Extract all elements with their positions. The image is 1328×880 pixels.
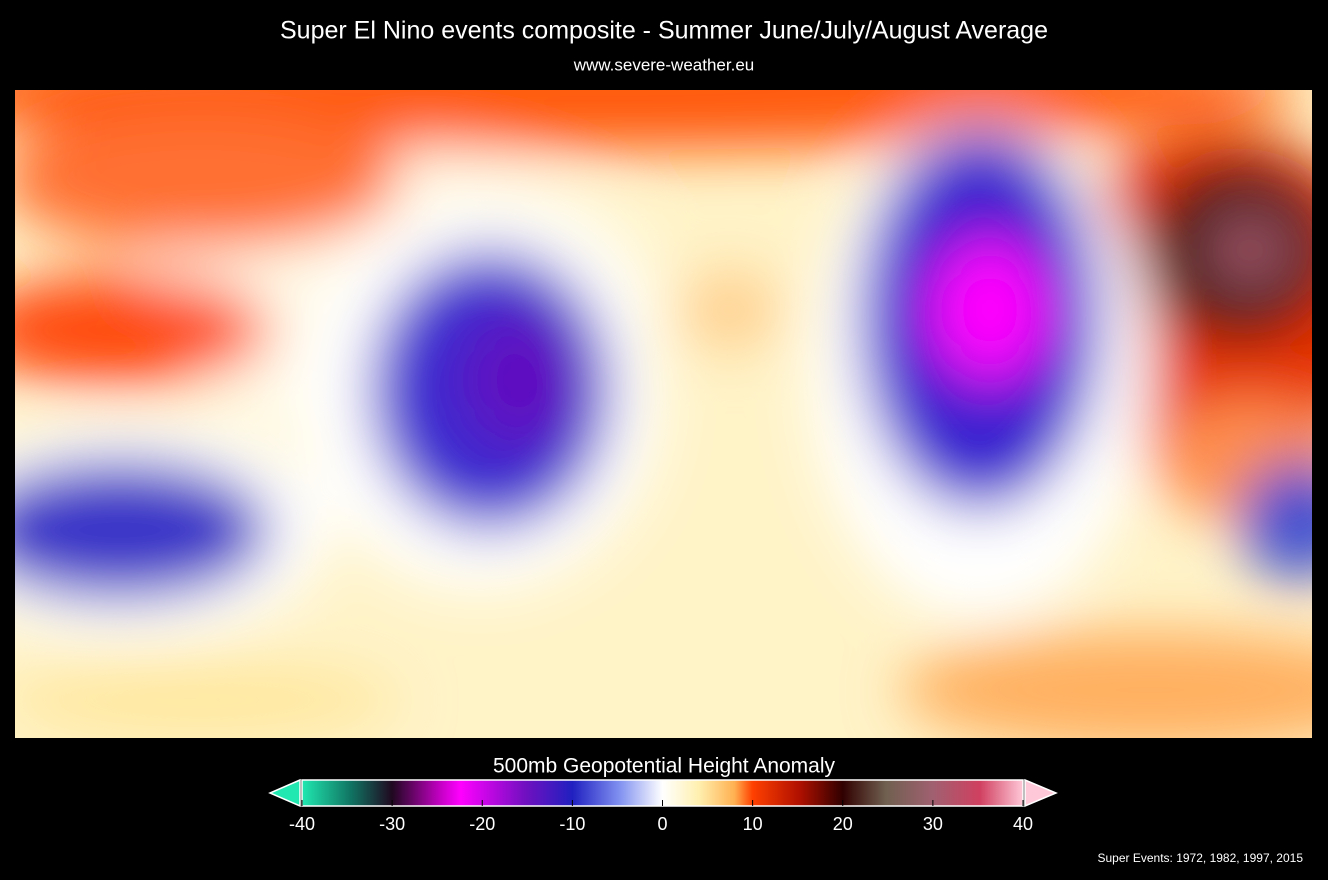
colorbar-tick-label: 20 xyxy=(833,814,853,834)
colorbar-tick-label: -10 xyxy=(559,814,585,834)
colorbar-tick-label: 10 xyxy=(743,814,763,834)
colorbar-high-arrow xyxy=(1024,778,1058,808)
colorbar-ticks: -40 -30 -20 -10 0 10 20 30 40 xyxy=(289,800,1033,834)
anomaly-map xyxy=(15,90,1312,738)
colorbar-low-arrow xyxy=(268,778,301,808)
title: Super El Nino events composite - Summer … xyxy=(280,17,1048,45)
colorbar-tick-label: -20 xyxy=(469,814,495,834)
colorbar-tick-label: 40 xyxy=(1013,814,1033,834)
colorbar-tick-label: -40 xyxy=(289,814,315,834)
colorbar-tick-label: 0 xyxy=(657,814,667,834)
colorbar-tick-label: -30 xyxy=(379,814,405,834)
colorbar-label: 500mb Geopotential Height Anomaly xyxy=(493,755,836,778)
footnote: Super Events: 1972, 1982, 1997, 2015 xyxy=(1098,851,1304,865)
subtitle: www.severe-weather.eu xyxy=(573,55,754,74)
colorbar-tick-label: 30 xyxy=(923,814,943,834)
